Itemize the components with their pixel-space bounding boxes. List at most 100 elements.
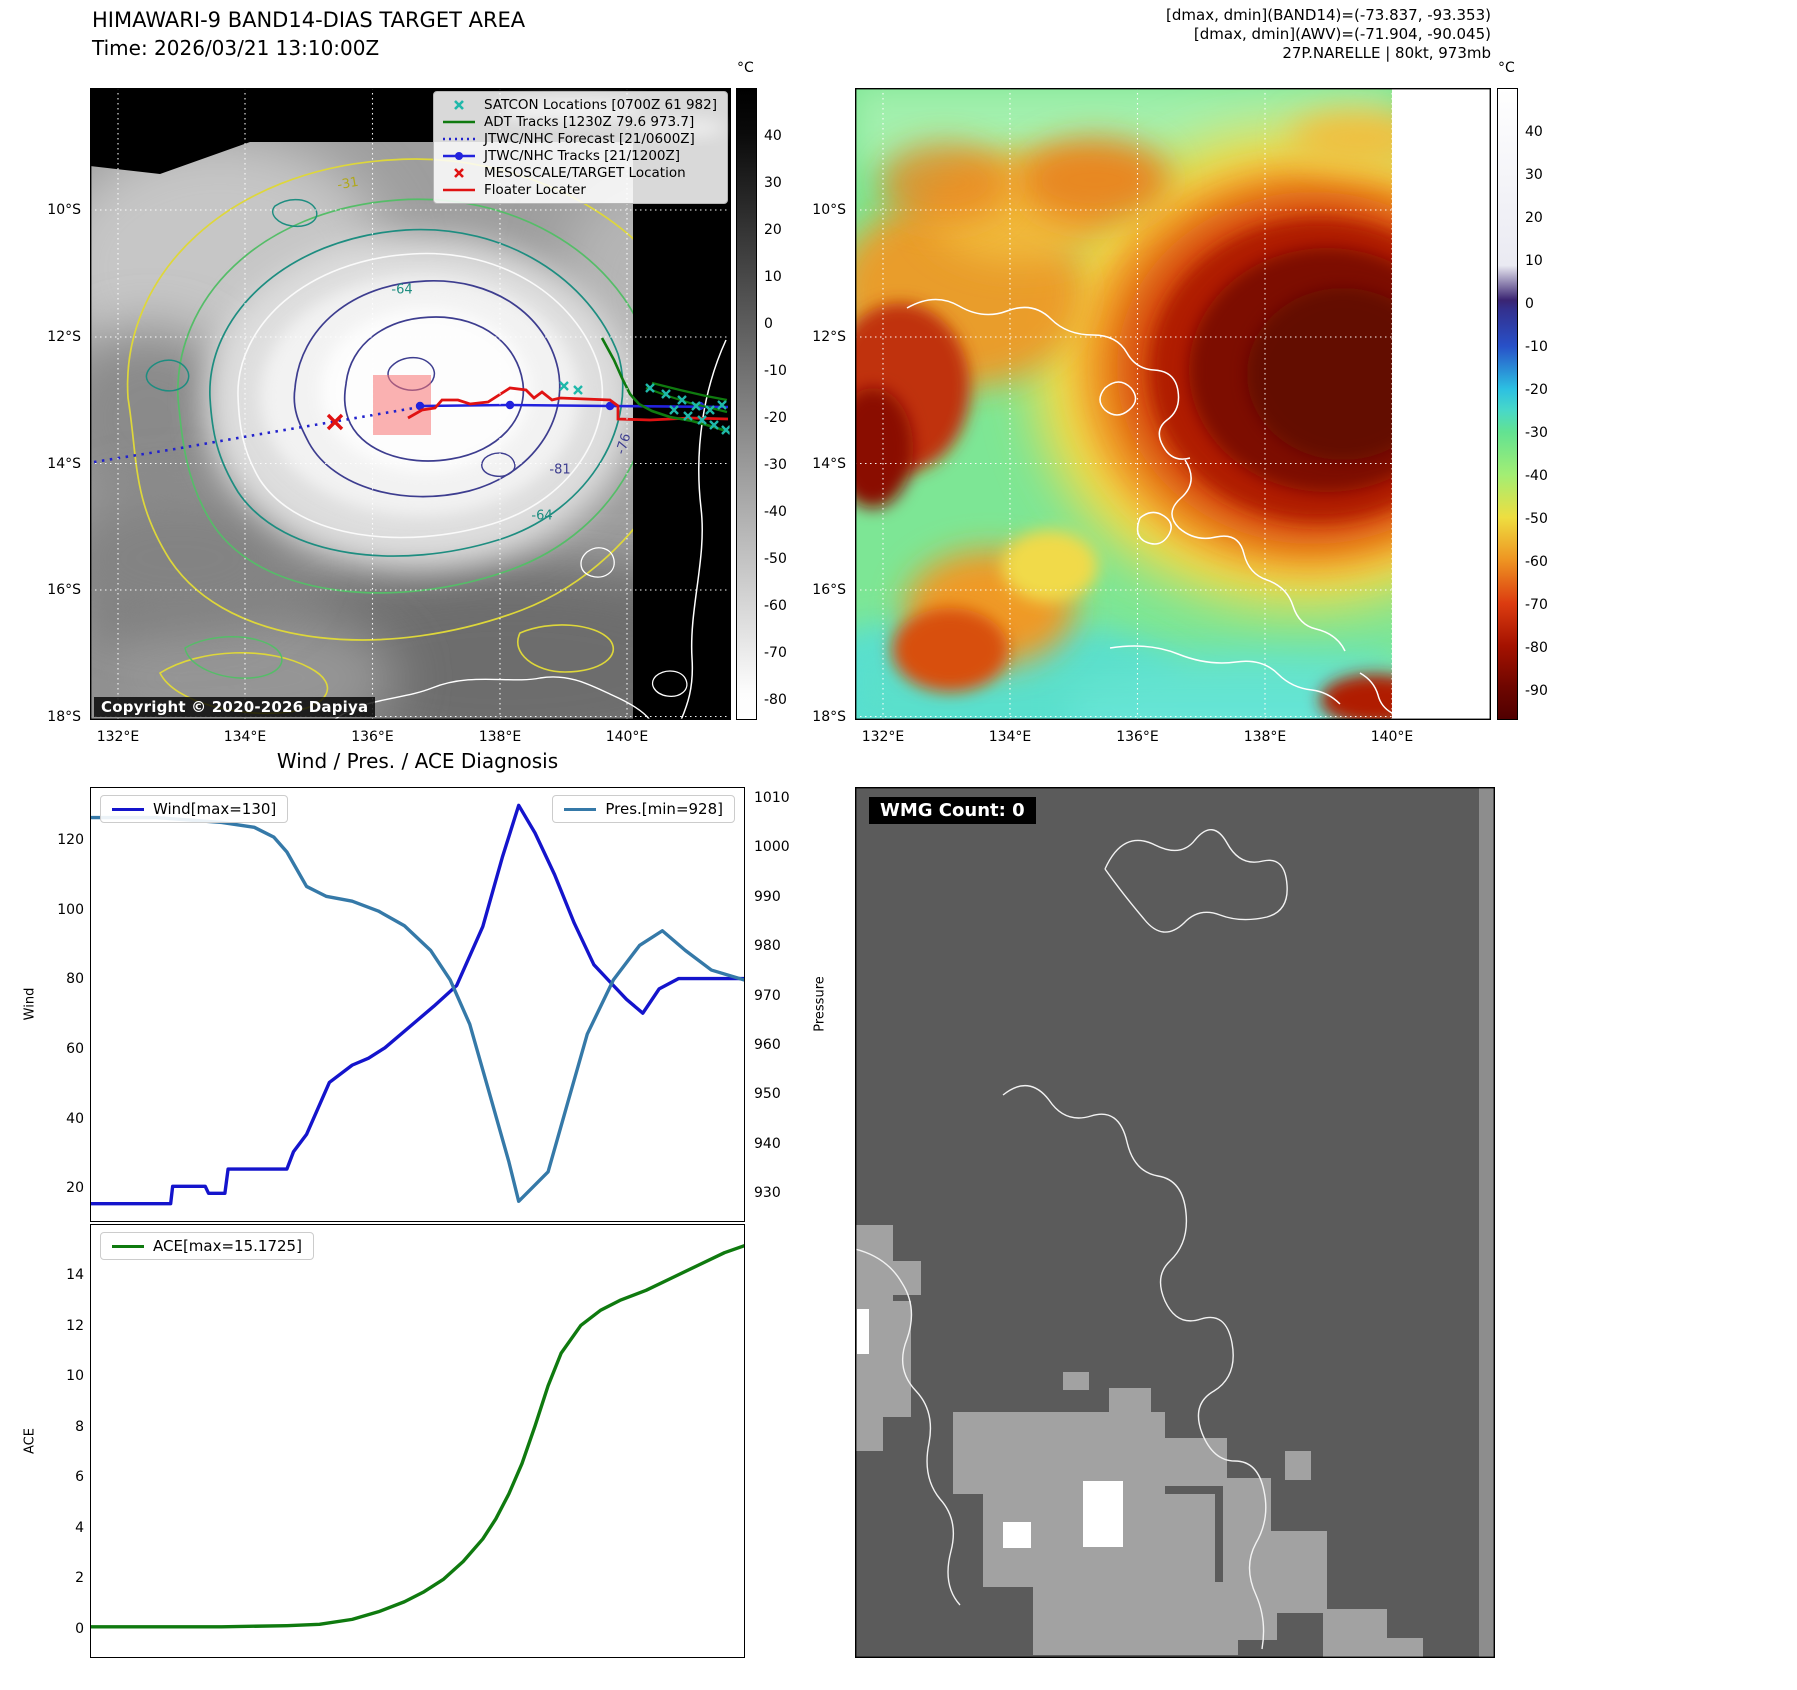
right-axis-tick: 950 xyxy=(754,1086,781,1103)
wmg-count-label: WMG Count: 0 xyxy=(869,797,1036,824)
no-data-strip xyxy=(1392,88,1491,720)
left-axis-tick: 4 xyxy=(75,1519,84,1536)
x-marker-icon xyxy=(441,165,477,181)
right-axis-tick: 990 xyxy=(754,888,781,905)
adt-track-lines xyxy=(600,337,730,434)
right-axis-tick: 960 xyxy=(754,1037,781,1054)
wind-pressure-chart: Wind[max=130] Pres.[min=928] 20 40 60 80 100… xyxy=(57,787,790,1222)
wind-legend-label: Wind[max=130] xyxy=(153,800,277,818)
himawari-band14-map: SATCON Locations [0700Z 61 982] ADT Track… xyxy=(47,88,731,745)
bright-cloud-patches xyxy=(857,1309,1123,1548)
diagnosis-title: Wind / Pres. / ACE Diagnosis xyxy=(276,749,559,773)
mesoscale-target-marker xyxy=(326,413,344,431)
wmg-map-image xyxy=(855,787,1495,1658)
wmg-map: WMG Count: 0 xyxy=(855,787,1495,1658)
colorbar-tick: 0 xyxy=(764,315,773,332)
colorbar-tick: -70 xyxy=(1525,596,1548,613)
pressure-axis-label: Pressure xyxy=(812,976,828,1032)
warm-bands xyxy=(855,110,1430,720)
colorbar-tick: -60 xyxy=(764,597,787,614)
header-line: [dmax, dmin](AWV)=(-71.904, -90.045) xyxy=(1193,25,1491,43)
lat-tick: 18°S xyxy=(47,708,81,725)
colorbar-tick: -50 xyxy=(764,550,787,567)
wind-series-line xyxy=(91,803,744,1206)
header-line: 27P.NARELLE | 80kt, 973mb xyxy=(1282,44,1491,62)
right-axis-tick: 940 xyxy=(754,1135,781,1152)
lon-tick: 132°E xyxy=(96,729,140,745)
line-icon xyxy=(441,114,477,130)
latlon-grid xyxy=(855,88,1393,720)
left-axis-tick: 0 xyxy=(75,1620,84,1637)
lat-tick: 18°S xyxy=(812,708,846,725)
right-axis-tick: 1000 xyxy=(754,839,790,856)
colorbar-tick: 10 xyxy=(764,268,782,285)
pressure-line-swatch xyxy=(564,807,597,811)
lon-tick: 134°E xyxy=(223,729,267,745)
lat-tick: 10°S xyxy=(812,202,846,218)
colorbar-tick: 40 xyxy=(1525,123,1543,140)
header-line: [dmax, dmin](BAND14)=(-73.837, -93.353) xyxy=(1166,6,1491,24)
legend-item: JTWC/NHC Forecast [21/0600Z] xyxy=(441,131,717,147)
left-axis-tick: 8 xyxy=(75,1418,84,1435)
awv-ir-map: 10°S 12°S 14°S 16°S 18°S 132°E 134°E 136°E 138°E… xyxy=(812,88,1491,745)
colorbar-tick: -60 xyxy=(1525,553,1548,570)
ace-legend: ACE[max=15.1725] xyxy=(100,1232,314,1260)
left-axis-tick: 40 xyxy=(66,1110,84,1127)
line-icon xyxy=(441,182,477,198)
left-axis-tick: 20 xyxy=(66,1180,84,1197)
colorbar-tick: 0 xyxy=(1525,295,1534,312)
wind-axis-label: Wind xyxy=(22,987,38,1021)
legend-item: MESOSCALE/TARGET Location xyxy=(441,165,717,181)
colorbar-tick: -30 xyxy=(1525,424,1548,441)
colorbar-tick: 10 xyxy=(1525,252,1543,269)
right-axis-tick: 970 xyxy=(754,987,781,1004)
colorbar-tick: -30 xyxy=(764,456,787,473)
storm-stats-header: [dmax, dmin](BAND14)=(-73.837, -93.353)[… xyxy=(855,6,1491,63)
legend-item: Floater Locater xyxy=(441,182,717,198)
legend-label: JTWC/NHC Forecast [21/0600Z] xyxy=(484,131,695,147)
x-marker-icon xyxy=(441,97,477,113)
ace-series-line xyxy=(91,1244,744,1629)
time-subtitle: Time: 2026/03/21 13:10:00Z xyxy=(92,36,380,60)
lat-tick: 10°S xyxy=(47,202,81,218)
lat-tick: 16°S xyxy=(812,582,846,598)
coastline xyxy=(906,298,1393,714)
ace-plot xyxy=(91,1244,744,1629)
legend-item: ADT Tracks [1230Z 79.6 973.7] xyxy=(441,114,717,130)
map-legend: SATCON Locations [0700Z 61 982] ADT Track… xyxy=(433,91,728,204)
colorbar-tick: -10 xyxy=(1525,338,1548,355)
legend-label: JTWC/NHC Tracks [21/1200Z] xyxy=(484,148,681,164)
colorbar-tick: -20 xyxy=(764,409,787,426)
lat-tick: 14°S xyxy=(812,455,846,472)
lon-tick: 134°E xyxy=(988,729,1032,745)
left-axis-tick: 80 xyxy=(66,971,84,988)
pres-series-line xyxy=(91,815,744,1203)
lat-tick: 12°S xyxy=(812,329,846,345)
legend-label: MESOSCALE/TARGET Location xyxy=(484,165,686,181)
floater-line xyxy=(407,386,729,422)
colorbar-tick: -80 xyxy=(1525,639,1548,656)
wind-line-swatch xyxy=(112,807,144,811)
ace-line-swatch xyxy=(112,1244,144,1248)
cold-background xyxy=(855,88,1445,720)
right-colorbar-ticks: 40 30 20 10 0 -10 -20 -30 -40 -50 -60 -70 -80 -90 xyxy=(1498,89,1548,719)
left-axis-tick: 120 xyxy=(57,832,84,849)
left-axis-tick: 60 xyxy=(66,1041,84,1057)
coastline xyxy=(855,829,1288,1650)
ace-legend-label: ACE[max=15.1725] xyxy=(153,1237,302,1255)
lon-tick: 138°E xyxy=(478,729,522,745)
colorbar-unit-right: °C xyxy=(1498,60,1515,76)
right-axis-tick: 930 xyxy=(754,1185,781,1202)
lat-tick: 12°S xyxy=(47,329,81,345)
cloud-mask-patches xyxy=(855,1225,1423,1658)
left-axis-tick: 14 xyxy=(66,1267,84,1284)
colorbar-tick: 20 xyxy=(1525,209,1543,226)
legend-label: ADT Tracks [1230Z 79.6 973.7] xyxy=(484,114,695,130)
colorbar-tick: 30 xyxy=(1525,166,1543,183)
colorbar-tick: -10 xyxy=(764,362,787,379)
colorbar-tick: -70 xyxy=(764,644,787,661)
temperature-colorbar-right: 40 30 20 10 0 -10 -20 -30 -40 -50 -60 -70 -80 -90 xyxy=(1497,88,1548,720)
lon-tick: 140°E xyxy=(605,729,649,745)
lon-tick: 132°E xyxy=(861,729,905,745)
